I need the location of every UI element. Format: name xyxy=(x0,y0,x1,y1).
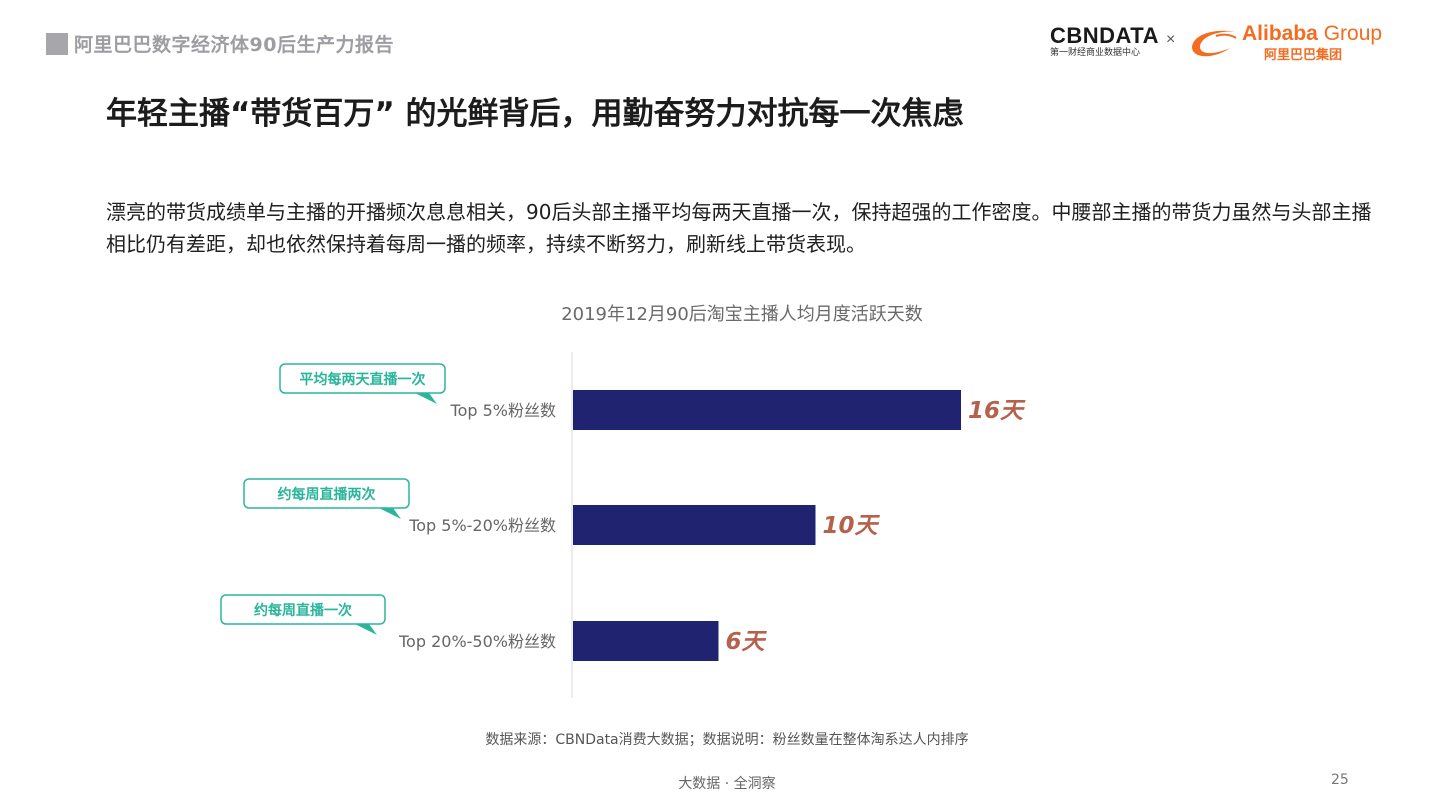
callout-box xyxy=(279,363,446,394)
callout-box xyxy=(220,594,386,625)
alibaba-logo-cn: 阿里巴巴集团 xyxy=(1264,48,1343,63)
category-label: Top 20%-50%粉丝数 xyxy=(398,632,556,651)
report-tag: 阿里巴巴数字经济体90后生产力报告 xyxy=(46,30,394,57)
alibaba-logo-en: Alibaba Group xyxy=(1242,22,1383,45)
bar xyxy=(573,390,961,430)
callout-pointer xyxy=(355,624,377,635)
category-label: Top 5%粉丝数 xyxy=(450,401,556,420)
callout-box xyxy=(243,478,410,509)
data-source-note: 数据来源：CBNData消费大数据；数据说明：粉丝数量在整体淘系达人内排序 xyxy=(485,732,969,748)
page-number: 25 xyxy=(1331,772,1349,788)
value-label: 16天 xyxy=(968,398,1026,424)
callout-text: 约每周直播两次 xyxy=(278,486,376,503)
value-label: 10天 xyxy=(823,513,881,539)
lead-paragraph: 漂亮的带货成绩单与主播的开播频次息息相关，90后头部主播平均每两天直播一次，保持… xyxy=(106,200,1372,256)
value-label: 6天 xyxy=(726,629,768,655)
callout-pointer xyxy=(379,508,401,519)
footer-tagline: 大数据 · 全洞察 xyxy=(678,776,776,792)
cbndata-logo-subtext: 第一财经商业数据中心 xyxy=(1050,48,1141,58)
callout-text: 平均每两天直播一次 xyxy=(300,371,426,388)
report-tag-marker xyxy=(46,32,68,55)
report-title: 阿里巴巴数字经济体90后生产力报告 xyxy=(74,34,394,56)
bar xyxy=(573,505,816,545)
callout-text: 约每周直播一次 xyxy=(254,602,352,619)
page-title: 年轻主播“带货百万” 的光鲜背后，用勤奋努力对抗每一次焦虑 xyxy=(106,96,964,132)
bar xyxy=(573,621,719,661)
alibaba-group-logo: Alibaba Group 阿里巴巴集团 xyxy=(1186,22,1416,64)
chart-title: 2019年12月90后淘宝主播人均月度活跃天数 xyxy=(561,304,923,325)
cbndata-logo: CBNDATA 第一财经商业数据中心 xyxy=(1050,24,1165,59)
cbndata-logo-text: CBNDATA xyxy=(1050,23,1159,48)
logo-separator: × xyxy=(1166,31,1176,48)
category-label: Top 5%-20%粉丝数 xyxy=(408,516,556,535)
callout-pointer xyxy=(415,393,437,404)
alibaba-smile-icon xyxy=(1192,30,1237,57)
